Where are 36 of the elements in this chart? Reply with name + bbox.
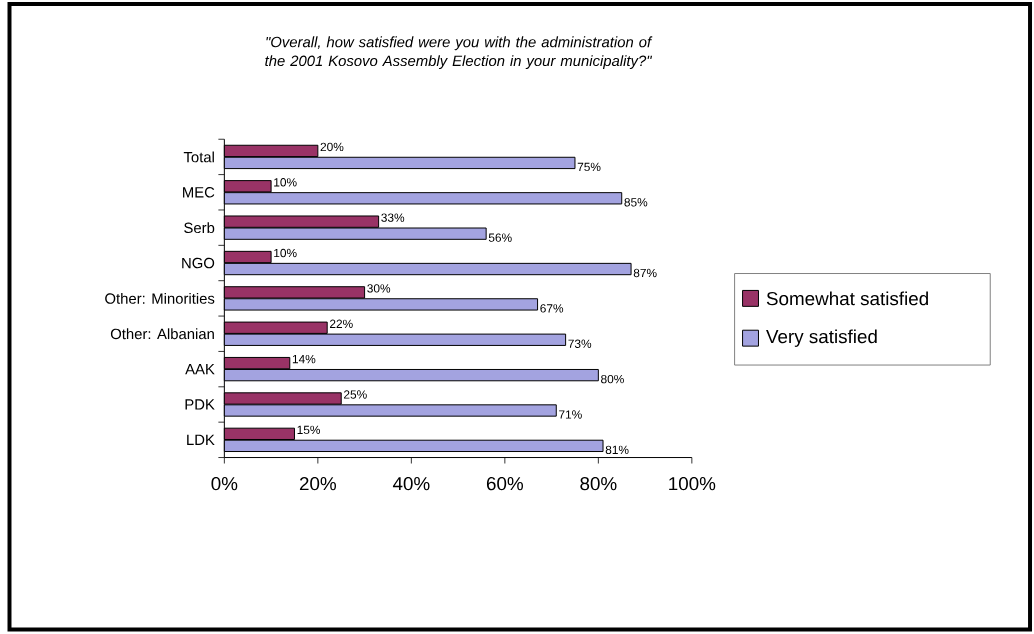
x-tick-label: 20% [299,477,337,491]
y-tick-label: NGO [182,257,215,269]
data-label: 22% [329,319,353,329]
legend-label: Somewhat satisfied [766,291,928,306]
data-label: 67% [540,304,564,313]
x-tick-label: 40% [392,477,430,491]
y-tick-label: AAK [185,364,215,375]
y-tick-label: PDK [185,399,215,410]
data-label: 14% [292,355,316,364]
x-tick-label: 100% [669,477,716,491]
data-label: 85% [624,198,648,207]
y-tick-label: Other: Minorities [105,293,215,305]
x-tick-label: 0% [211,477,238,491]
data-label: 15% [297,425,321,435]
data-label: 81% [605,445,629,455]
data-label: 30% [367,284,391,293]
data-label: 71% [559,410,582,419]
legend-label: Very satisfied [766,329,877,348]
x-tick-label: 80% [580,477,617,491]
data-label: 75% [577,162,601,172]
y-tick-label: Other: Albanian [110,328,214,340]
data-label: 80% [601,375,624,384]
data-label: 73% [568,339,592,349]
y-tick-label: Total [183,151,214,163]
data-label: 10% [274,249,297,258]
data-label: 10% [274,178,297,187]
data-label: 25% [344,390,367,399]
x-tick-label: 60% [486,477,524,491]
data-label: 87% [633,269,657,278]
y-tick-label: Serb [184,222,215,234]
data-label: 56% [488,233,512,243]
chart-title: "Overall, how satisfied were you with the administration of the 2001 Kosovo Assembly Election in your municipality?" [265,36,653,70]
y-tick-label: LDK [187,434,215,446]
data-label: 33% [381,213,405,223]
data-label: 20% [320,142,344,152]
y-tick-label: MEC [183,187,215,198]
